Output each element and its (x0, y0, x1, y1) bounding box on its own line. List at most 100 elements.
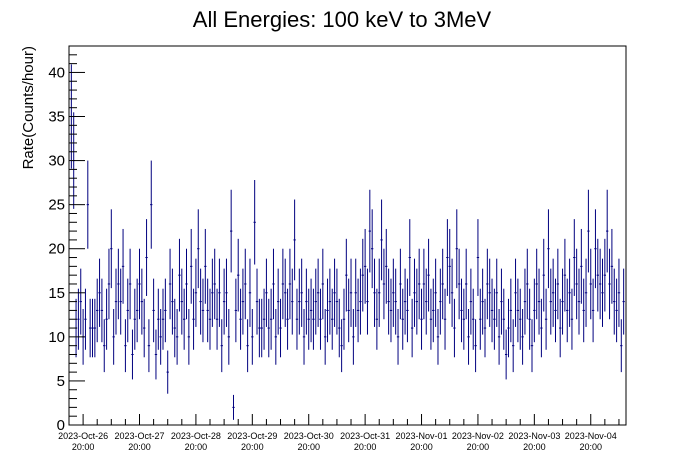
y-axis: 0 5 10 15 20 25 30 35 40 (48, 45, 85, 434)
x-tick-time-label: 20:00 (72, 442, 95, 452)
data-point (98, 258, 101, 327)
data-point (542, 238, 545, 312)
data-point (615, 278, 618, 343)
data-point (603, 238, 607, 312)
y-tick-label: 0 (57, 417, 65, 434)
data-point (338, 298, 341, 358)
data-point (232, 394, 235, 420)
x-tick-time-label: 20:00 (185, 442, 208, 452)
data-point (617, 258, 621, 327)
data-point (173, 298, 176, 358)
data-point (356, 278, 360, 343)
data-point (138, 248, 141, 320)
data-point (519, 288, 522, 350)
data-point (382, 248, 386, 320)
data-point (349, 258, 353, 327)
data-point (96, 278, 99, 343)
data-point (462, 288, 466, 350)
data-point (305, 268, 308, 335)
x-tick-date-label: 2023-Oct-27 (114, 431, 164, 441)
data-point (194, 258, 198, 327)
data-point (354, 258, 357, 327)
data-point (479, 288, 482, 350)
data-point (502, 288, 505, 350)
data-point (79, 268, 82, 335)
data-point (140, 268, 144, 335)
x-tick-date-label: 2023-Oct-28 (171, 431, 221, 441)
data-point (302, 308, 306, 365)
data-point (439, 268, 442, 335)
data-point (218, 258, 221, 327)
data-point (554, 278, 557, 343)
data-point (566, 278, 569, 343)
data-point (225, 258, 228, 327)
data-point (185, 248, 188, 320)
data-point (206, 278, 209, 343)
data-point (192, 288, 195, 350)
data-point (331, 288, 334, 350)
data-point (323, 308, 327, 365)
data-point (126, 278, 129, 343)
data-point (509, 278, 513, 343)
data-point (573, 219, 576, 296)
data-point (159, 308, 162, 365)
data-point (333, 258, 336, 327)
data-point (100, 278, 104, 343)
y-tick-label: 5 (57, 373, 65, 390)
data-point (512, 319, 515, 373)
data-point (497, 308, 501, 365)
data-point (465, 248, 468, 320)
data-point (251, 308, 254, 365)
data-point (521, 308, 524, 365)
data-point (312, 288, 315, 350)
x-tick-date-label: 2023-Nov-02 (452, 431, 504, 441)
data-point (507, 298, 510, 358)
data-point (342, 288, 346, 350)
x-tick-time-label: 20:00 (241, 442, 264, 452)
data-point (544, 288, 548, 350)
data-point (500, 268, 503, 335)
data-point (620, 319, 623, 373)
data-point (580, 228, 583, 304)
data-point (378, 258, 381, 327)
x-tick-time-label: 20:00 (523, 442, 546, 452)
data-point (472, 288, 475, 350)
data-point (180, 268, 183, 335)
data-point (298, 268, 301, 335)
x-tick-date-label: 2023-Nov-04 (565, 431, 617, 441)
data-point (385, 228, 388, 304)
data-point (201, 278, 205, 343)
data-point (387, 268, 390, 335)
data-point (432, 278, 435, 343)
data-point (446, 219, 449, 296)
data-point (556, 248, 560, 320)
data-point (265, 258, 268, 327)
data-point (563, 238, 567, 312)
x-tick-time-label: 20:00 (467, 442, 490, 452)
data-point (418, 248, 421, 320)
data-point (284, 258, 287, 327)
data-point (164, 278, 167, 343)
data-point (128, 248, 132, 320)
data-point (368, 189, 372, 273)
data-point (335, 268, 339, 335)
data-point (434, 258, 437, 327)
data-point (262, 288, 266, 350)
data-point (91, 298, 94, 358)
data-point (103, 319, 106, 373)
y-tick-label: 15 (48, 285, 65, 302)
data-point (340, 319, 343, 373)
data-point (295, 288, 299, 350)
data-point (291, 268, 294, 335)
data-point (490, 278, 494, 343)
data-point (399, 248, 402, 320)
data-point (575, 248, 578, 320)
data-point (345, 238, 348, 312)
data-point (187, 308, 191, 365)
data-point (269, 288, 273, 350)
data-point (401, 288, 404, 350)
data-point (145, 219, 148, 296)
data-point (460, 278, 463, 343)
data-point (88, 298, 92, 358)
data-point (474, 319, 477, 373)
